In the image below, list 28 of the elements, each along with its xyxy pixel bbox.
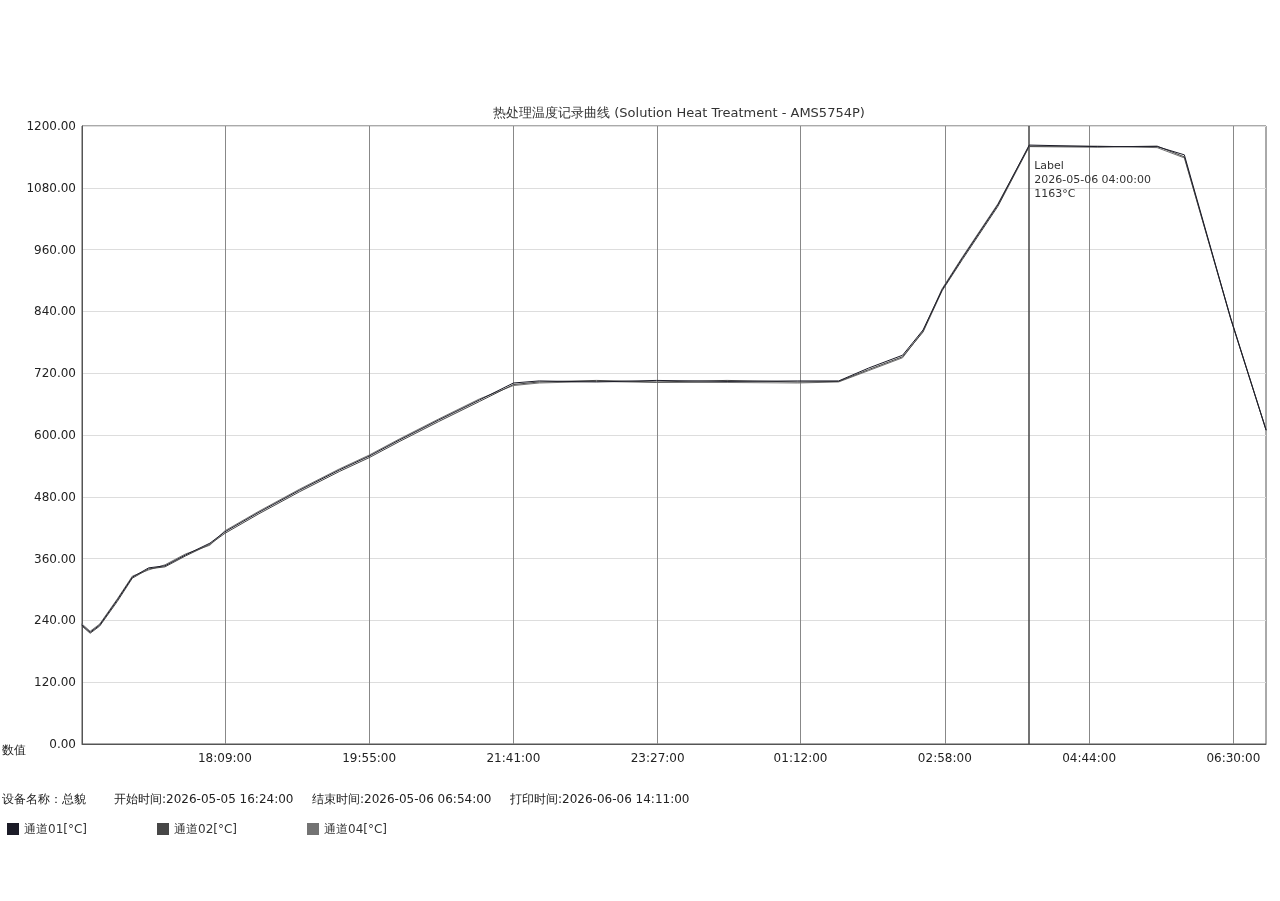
y-tick-label: 1080.00 [26, 180, 76, 195]
legend-label: 通道04[°C] [324, 822, 388, 836]
x-tick-label: 18:09:00 [197, 751, 252, 765]
y-tick-label: 1200.00 [26, 119, 76, 133]
text: 结束时间:2026-05-06 06:54:00 [312, 792, 492, 806]
y-tick-label: 840.00 [34, 304, 76, 319]
y-tick-label: 600.00 [34, 428, 76, 442]
x-tick-label: 21:41:00 [486, 751, 541, 765]
x-tick-label: 06:30:00 [1206, 751, 1261, 765]
x-tick-label: 04:44:00 [1062, 751, 1117, 765]
legend-label: 通道02[°C] [174, 822, 238, 836]
legend-label: 通道01[°C] [24, 822, 88, 836]
x-tick-label: 19:55:00 [342, 751, 397, 765]
x-tick-label: 02:58:00 [917, 751, 972, 765]
y-tick-label: 480.00 [34, 489, 76, 504]
y-tick-label: 960.00 [34, 242, 76, 257]
y-tick-label: 0.00 [49, 737, 76, 751]
x-tick-label: 23:27:00 [630, 751, 685, 765]
y-tick-label: 360.00 [34, 551, 76, 566]
chart-title: 热处理温度记录曲线 (Solution Heat Treatment - AMS5754P) [493, 105, 865, 120]
y-tick-label: 120.00 [34, 675, 76, 690]
text: 设备名称：总貌 [2, 792, 86, 806]
y-tick-label: 240.00 [34, 613, 76, 628]
text: 开始时间:2026-05-05 16:24:00 [114, 792, 294, 806]
x-tick-label: 01:12:00 [773, 751, 828, 765]
text: 打印时间:2026-06-06 14:11:00 [509, 792, 690, 806]
y-axis-title: 数值 [2, 743, 26, 757]
y-tick-label: 720.00 [34, 366, 76, 381]
